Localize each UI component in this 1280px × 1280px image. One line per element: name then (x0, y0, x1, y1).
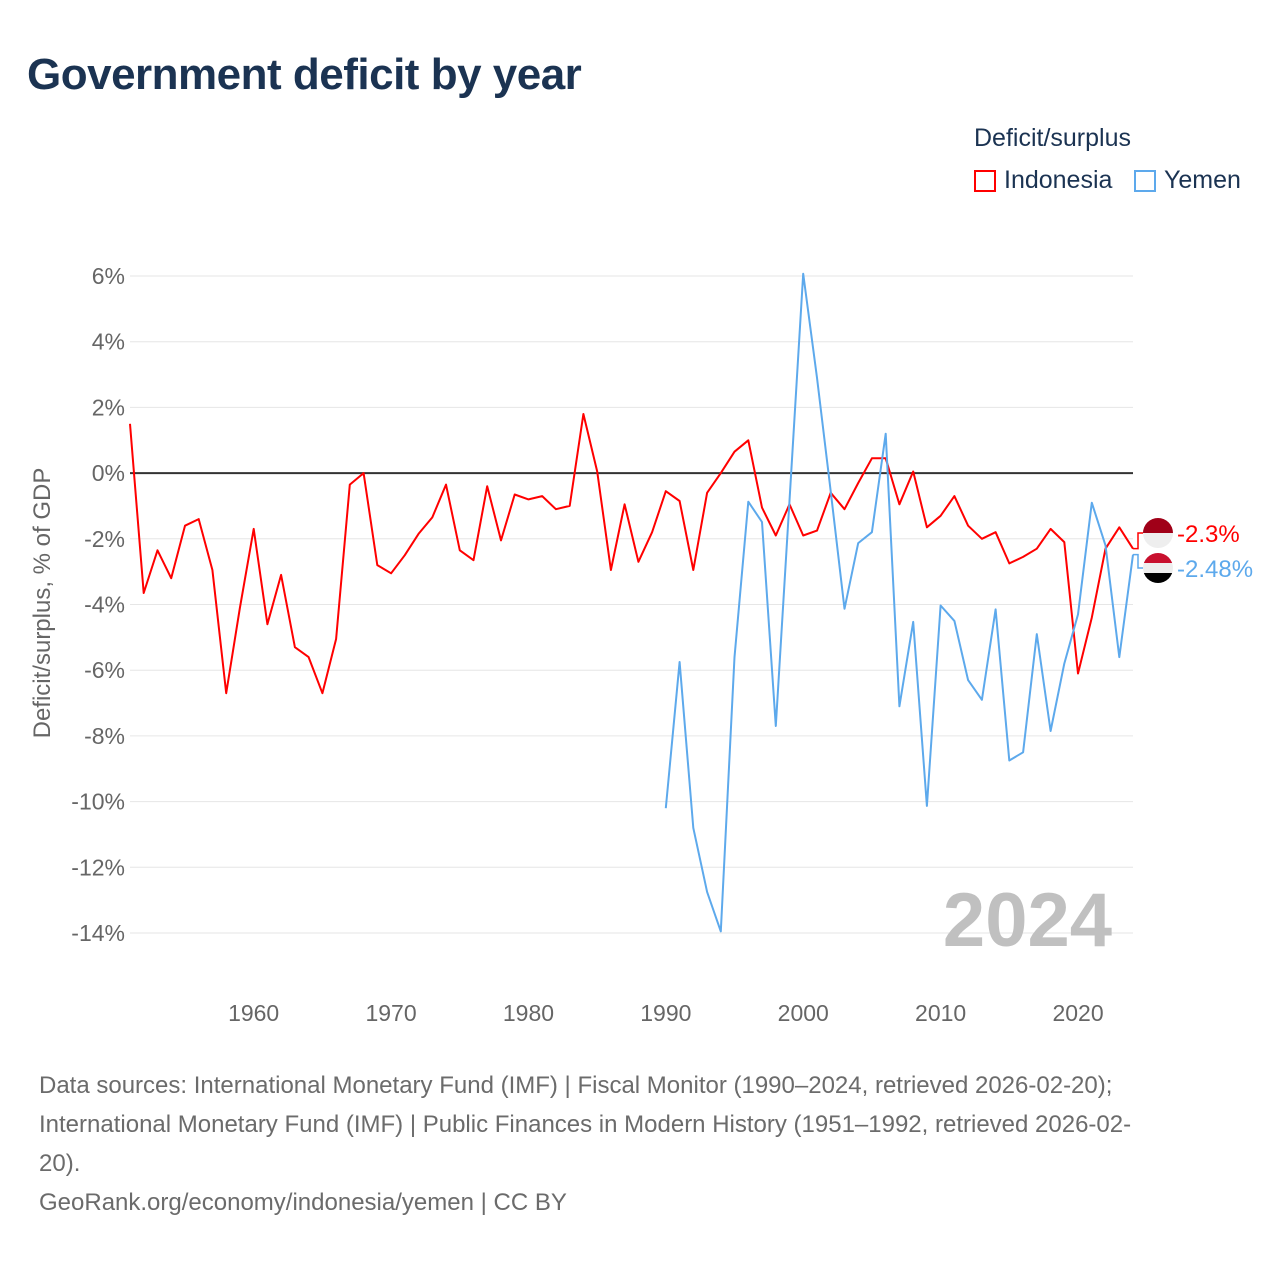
legend-title: Deficit/surplus (974, 124, 1131, 152)
x-axis-ticks: 1960 1970 1980 1990 2000 2010 2020 (228, 1000, 1104, 1026)
x-tick-label: 1980 (503, 1000, 554, 1026)
y-tick-label: -4% (84, 592, 125, 618)
x-tick-label: 2000 (778, 1000, 829, 1026)
y-tick-label: 6% (92, 263, 125, 289)
legend-swatch-indonesia (974, 169, 996, 192)
x-tick-label: 2010 (915, 1000, 966, 1026)
y-tick-label: -10% (71, 789, 125, 815)
y-axis-ticks: 6% 4% 2% 0% -2% -4% -6% -8% -10% -12% -14% (71, 263, 125, 946)
series-lines (129, 272, 1134, 933)
footer-sources-3: 20). (39, 1150, 81, 1177)
end-label-yemen: -2.48% (1177, 556, 1253, 583)
y-tick-label: -2% (84, 526, 125, 552)
x-tick-label: 1970 (365, 1000, 416, 1026)
series-line-yemen[interactable] (664, 272, 1134, 933)
y-tick-label: -8% (84, 723, 125, 749)
chart-area: 2024 6% 4% 2% 0% -2% -4% -6% -8% -10% -12% -14% 19… (29, 263, 1253, 1026)
footer-sources-1: Data sources: International Monetary Fun… (39, 1072, 1113, 1099)
x-tick-label: 1960 (228, 1000, 279, 1026)
y-axis-title: Deficit/surplus, % of GDP (29, 468, 56, 739)
end-label-indonesia: -2.3% (1177, 521, 1240, 548)
y-tick-label: -14% (71, 920, 125, 946)
year-watermark: 2024 (943, 878, 1112, 963)
y-tick-label: 2% (92, 394, 125, 420)
footer-attribution-link[interactable]: GeoRank.org/economy/indonesia/yemen | CC… (39, 1189, 567, 1216)
indonesia-flag-icon (1143, 518, 1173, 548)
chart-title: Government deficit by year (27, 50, 582, 99)
yemen-flag-icon (1143, 553, 1173, 583)
legend-item-indonesia[interactable]: Indonesia (974, 166, 1112, 195)
end-labels: -2.3% -2.48% (1133, 521, 1253, 583)
gridlines (130, 275, 1133, 934)
end-label-connector (1133, 532, 1143, 550)
y-tick-label: -6% (84, 657, 125, 683)
series-line-indonesia[interactable] (129, 413, 1134, 695)
y-tick-label: -12% (71, 854, 125, 880)
y-tick-label: 0% (92, 460, 125, 486)
y-tick-label: 4% (92, 329, 125, 355)
legend-swatch-yemen (1134, 169, 1156, 192)
x-tick-label: 1990 (640, 1000, 691, 1026)
end-label-connector (1133, 553, 1143, 569)
x-tick-label: 2020 (1052, 1000, 1103, 1026)
footer-sources-2: International Monetary Fund (IMF) | Publ… (39, 1111, 1132, 1138)
legend-label-yemen: Yemen (1164, 166, 1241, 194)
legend-label-indonesia: Indonesia (1004, 166, 1113, 194)
legend-item-yemen[interactable]: Yemen (1134, 166, 1241, 195)
